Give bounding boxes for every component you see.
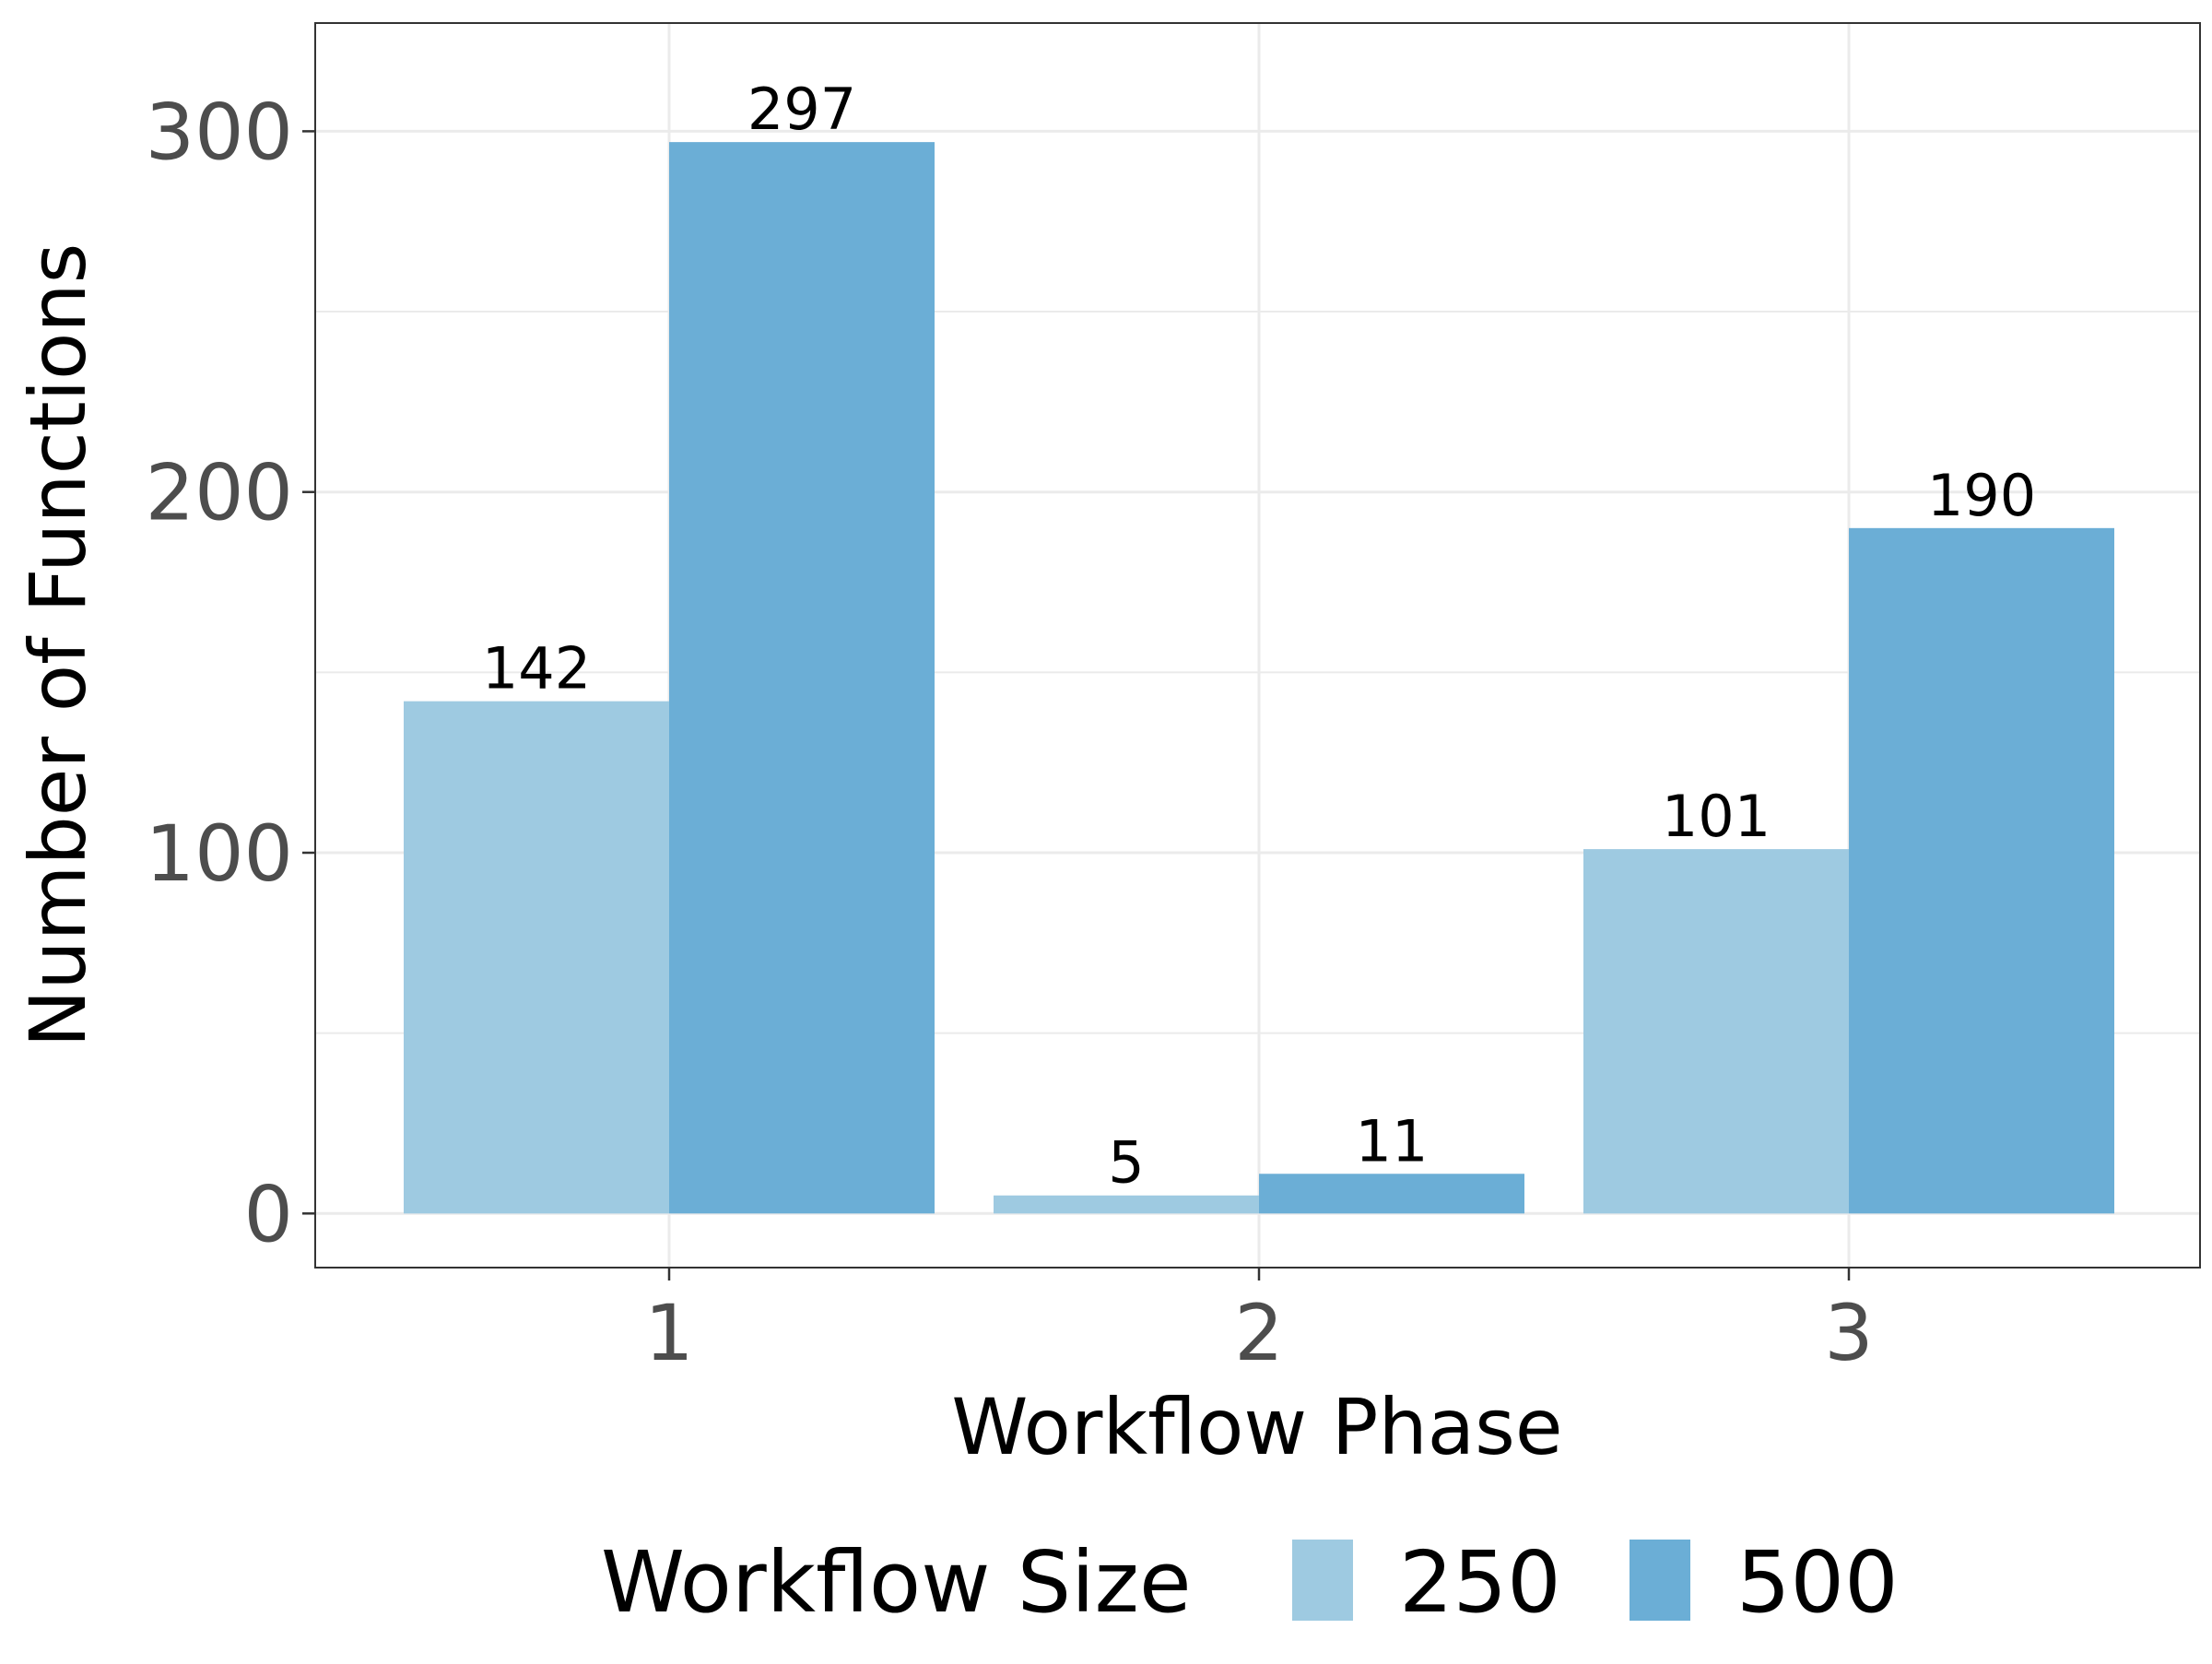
x-tick-label: 2 xyxy=(1234,1288,1283,1378)
bars-layer xyxy=(404,142,2114,1214)
plot-border xyxy=(314,22,2201,1269)
bar xyxy=(1583,849,1849,1214)
bar xyxy=(1259,1174,1524,1214)
data-labels-layer: 142 5 101 297 11 190 xyxy=(482,76,2036,1197)
x-axis-title: Workflow Phase xyxy=(951,1382,1562,1472)
y-tick-label: 200 xyxy=(146,448,293,538)
x-tick-label: 1 xyxy=(644,1288,693,1378)
legend-title: Workflow Size xyxy=(601,1533,1192,1632)
legend-key xyxy=(1292,1540,1353,1621)
legend-key xyxy=(1630,1540,1690,1621)
data-label: 190 xyxy=(1927,462,2036,529)
data-label: 142 xyxy=(482,635,591,702)
bar xyxy=(994,1195,1259,1214)
x-tick-label: 3 xyxy=(1824,1288,1873,1378)
y-axis-title: Number of Functions xyxy=(13,243,103,1048)
legend-label: 500 xyxy=(1736,1533,1899,1632)
legend-label: 250 xyxy=(1399,1533,1561,1632)
bar xyxy=(669,142,935,1214)
y-tick-label: 300 xyxy=(146,87,293,177)
data-label: 11 xyxy=(1356,1107,1429,1174)
data-label: 101 xyxy=(1662,783,1771,850)
legend: Workflow Size 250 500 xyxy=(601,1533,1899,1632)
y-tick-label: 0 xyxy=(244,1169,293,1259)
axes-layer: 0 100 200 300 1 2 3 xyxy=(146,87,1874,1378)
y-tick-label: 100 xyxy=(146,808,293,899)
data-label: 297 xyxy=(747,76,856,143)
bar xyxy=(404,701,669,1214)
bar xyxy=(1849,527,2114,1214)
data-label: 5 xyxy=(1108,1129,1144,1197)
